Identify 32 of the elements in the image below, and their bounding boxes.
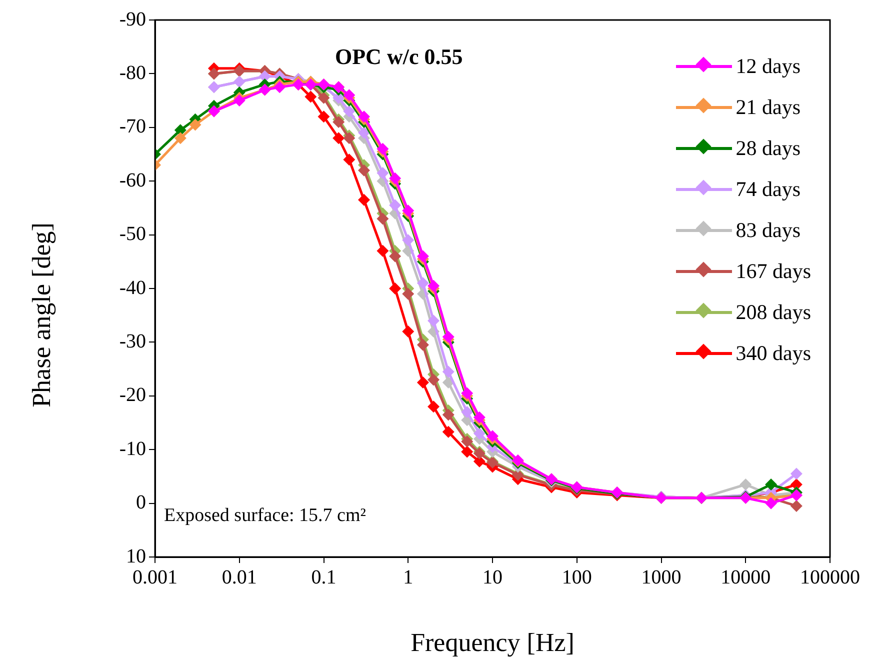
- y-tick-label: -20: [119, 384, 146, 406]
- y-tick-label: -90: [119, 8, 146, 30]
- text: OPC w/c 0.55: [335, 44, 463, 70]
- legend-label: 21 days: [736, 95, 800, 120]
- x-tick-label: 1: [403, 566, 414, 588]
- y-tick-label: 10: [126, 545, 146, 568]
- x-tick-label: 100: [562, 566, 592, 588]
- legend-label: 74 days: [736, 177, 800, 202]
- legend-label: 83 days: [736, 218, 800, 243]
- x-axis-title: Frequency [Hz]: [410, 628, 576, 658]
- y-tick-label: -70: [119, 116, 146, 138]
- legend-label: 28 days: [736, 136, 800, 161]
- y-tick-label: -50: [119, 223, 146, 246]
- x-tick-label: 0.001: [132, 566, 178, 588]
- y-tick-label: -80: [119, 62, 146, 84]
- x-tick-label: 0.01: [222, 566, 257, 588]
- legend-label: 12 days: [736, 54, 800, 79]
- annotation: Exposed surface: 15.7 cm²: [164, 505, 366, 527]
- legend-label: 208 days: [736, 300, 811, 325]
- y-tick-label: 0: [136, 492, 146, 514]
- x-tick-label: 1000: [641, 566, 682, 588]
- x-tick-label: 0.1: [311, 566, 336, 588]
- x-tick-label: 10: [482, 566, 502, 588]
- x-tick-label: 10000: [720, 566, 771, 588]
- legend-label: 167 days: [736, 259, 811, 284]
- y-tick-label: -30: [119, 330, 146, 352]
- y-axis-title: Phase angle [deg]: [27, 222, 57, 410]
- y-tick-label: -40: [119, 276, 146, 299]
- legend-label: 340 days: [736, 341, 811, 366]
- y-tick-label: -60: [119, 169, 146, 192]
- x-tick-label: 100000: [800, 566, 860, 588]
- y-tick-label: -10: [119, 438, 146, 460]
